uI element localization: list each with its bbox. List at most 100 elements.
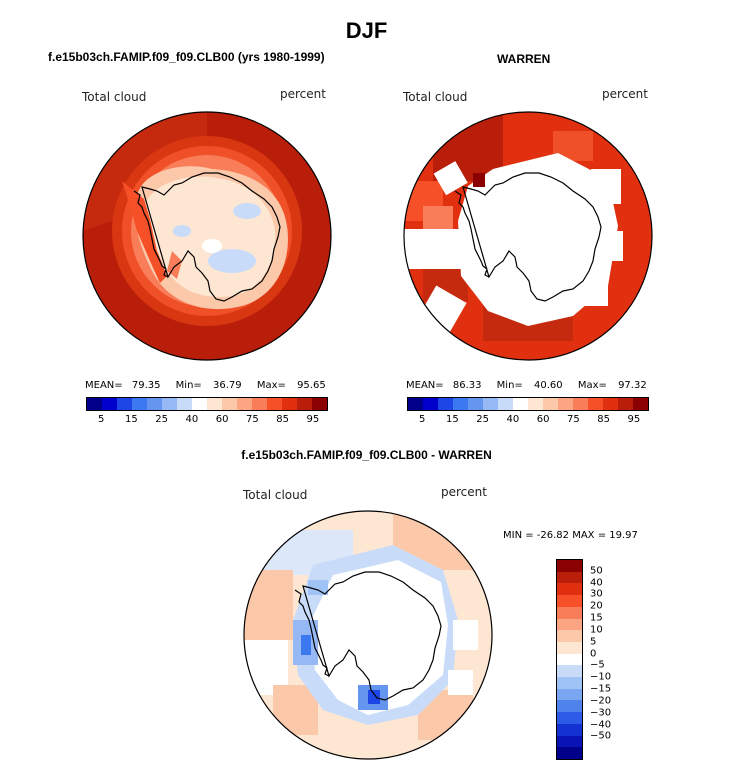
colorbar-swatch — [557, 665, 582, 678]
colorbar-swatch — [267, 398, 282, 410]
colorbar-swatch — [498, 398, 513, 410]
colorbar-swatch — [177, 398, 192, 410]
right-stats: MEAN= 86.33 Min= 40.60 Max= 97.32 — [406, 380, 647, 391]
colorbar-swatch — [102, 398, 117, 410]
colorbar-tick-label: 60 — [215, 414, 229, 425]
right-variable-label: Total cloud — [403, 90, 468, 104]
colorbar-tick-label: 75 — [246, 414, 259, 425]
colorbar-tick-label: 85 — [276, 414, 289, 425]
colorbar-swatch — [557, 688, 582, 701]
colorbar-swatch — [557, 653, 582, 666]
diff-panel-title: f.e15b03ch.FAMIP.f09_f09.CLB00 - WARREN — [241, 448, 492, 462]
colorbar-swatch — [557, 583, 582, 596]
colorbar-tick-label: −5 — [590, 659, 605, 671]
right-min-label: Min= — [496, 380, 523, 391]
colorbar-swatch — [588, 398, 603, 410]
colorbar-swatch — [603, 398, 618, 410]
left-units-label: percent — [280, 87, 326, 101]
colorbar-swatch — [147, 398, 162, 410]
colorbar-swatch — [468, 398, 483, 410]
diff-colorbar — [556, 559, 583, 760]
colorbar-swatch — [423, 398, 438, 410]
colorbar-tick-label: 60 — [536, 414, 550, 425]
colorbar-swatch — [282, 398, 297, 410]
colorbar-swatch — [297, 398, 312, 410]
left-stats: MEAN= 79.35 Min= 36.79 Max= 95.65 — [85, 380, 326, 391]
colorbar-swatch — [132, 398, 147, 410]
colorbar-swatch — [87, 398, 102, 410]
left-max-value: 95.65 — [297, 380, 326, 391]
right-panel-title: WARREN — [497, 52, 551, 66]
left-colorbar — [86, 397, 328, 411]
colorbar-swatch — [312, 398, 327, 410]
right-colorbar — [407, 397, 649, 411]
colorbar-tick-label: 0 — [590, 648, 597, 660]
colorbar-tick-label: −30 — [590, 707, 612, 719]
colorbar-tick-label: 25 — [155, 414, 168, 425]
colorbar-swatch — [618, 398, 633, 410]
right-max-label: Max= — [577, 380, 607, 391]
colorbar-swatch — [162, 398, 177, 410]
colorbar-tick-label: 10 — [590, 624, 603, 636]
colorbar-swatch — [438, 398, 453, 410]
colorbar-swatch — [558, 398, 573, 410]
colorbar-swatch — [557, 560, 582, 572]
right-min-value: 40.60 — [533, 380, 563, 391]
diff-colorbar-ticks: 50 40 30 20 15 10 5 0 −5 −10 −15 −20 −30 −40 −50 — [590, 559, 630, 760]
colorbar-swatch — [207, 398, 222, 410]
colorbar-tick-label: 75 — [567, 414, 580, 425]
right-polar-map — [403, 111, 653, 361]
colorbar-tick-label: 20 — [590, 600, 603, 612]
colorbar-swatch — [557, 618, 582, 631]
figure-title: DJF — [345, 18, 388, 43]
colorbar-swatch — [557, 747, 582, 759]
left-variable-label: Total cloud — [82, 90, 147, 104]
colorbar-swatch — [573, 398, 588, 410]
colorbar-tick-label: −50 — [590, 730, 612, 742]
colorbar-swatch — [237, 398, 252, 410]
colorbar-swatch — [222, 398, 237, 410]
right-mean-label: MEAN= — [406, 380, 444, 391]
left-panel-title: f.e15b03ch.FAMIP.f09_f09.CLB00 (yrs 1980… — [48, 50, 325, 64]
colorbar-swatch — [557, 630, 582, 642]
colorbar-swatch — [252, 398, 267, 410]
right-colorbar-ticks: 5 15 25 40 60 75 85 95 — [407, 414, 649, 428]
colorbar-swatch — [633, 398, 648, 410]
colorbar-tick-label: −20 — [590, 695, 612, 707]
colorbar-swatch — [483, 398, 498, 410]
colorbar-swatch — [117, 398, 132, 410]
colorbar-tick-label: 5 — [97, 414, 105, 425]
colorbar-tick-label: 15 — [125, 414, 138, 425]
diff-minmax-text: MIN = -26.82 MAX = 19.97 — [503, 530, 638, 541]
colorbar-tick-label: 15 — [590, 612, 603, 624]
colorbar-swatch — [528, 398, 543, 410]
colorbar-tick-label: 15 — [446, 414, 459, 425]
diff-variable-label: Total cloud — [243, 488, 308, 502]
colorbar-tick-label: 40 — [185, 414, 199, 425]
colorbar-tick-label: 95 — [306, 414, 320, 425]
left-max-label: Max= — [256, 380, 286, 391]
colorbar-tick-label: 40 — [590, 577, 603, 589]
left-mean-value: 79.35 — [131, 380, 161, 391]
colorbar-tick-label: 30 — [590, 588, 603, 600]
colorbar-swatch — [557, 571, 582, 584]
right-max-value: 97.32 — [618, 380, 647, 391]
left-min-label: Min= — [175, 380, 202, 391]
colorbar-tick-label: 40 — [506, 414, 520, 425]
colorbar-swatch — [557, 700, 582, 713]
diff-polar-map — [243, 510, 493, 760]
colorbar-swatch — [557, 641, 582, 654]
colorbar-tick-label: 85 — [597, 414, 610, 425]
colorbar-swatch — [557, 723, 582, 736]
colorbar-tick-label: 5 — [418, 414, 426, 425]
colorbar-swatch — [543, 398, 558, 410]
left-mean-label: MEAN= — [85, 380, 123, 391]
colorbar-swatch — [557, 606, 582, 619]
colorbar-tick-label: −15 — [590, 683, 612, 695]
colorbar-tick-label: 5 — [590, 636, 597, 648]
colorbar-swatch — [192, 398, 207, 410]
right-mean-value: 86.33 — [452, 380, 482, 391]
left-min-value: 36.79 — [212, 380, 242, 391]
colorbar-swatch — [557, 735, 582, 748]
right-units-label: percent — [602, 87, 648, 101]
